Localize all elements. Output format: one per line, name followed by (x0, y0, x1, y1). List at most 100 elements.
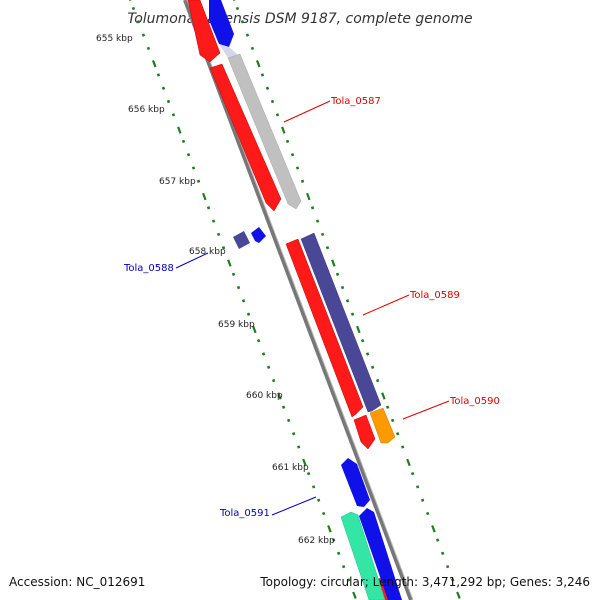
callout-line-tola-0589 (362, 294, 410, 316)
gene-feature-tola-0591[interactable] (341, 458, 370, 507)
inner-tick-mark (341, 564, 346, 569)
gene-label-tola-0590[interactable]: Tola_0590 (449, 396, 500, 407)
gene-feature-tola-0588-a[interactable] (233, 231, 250, 249)
inner-tick-mark (236, 285, 241, 290)
outer-tick-mark (431, 525, 436, 533)
inner-tick-mark (296, 445, 301, 449)
outer-tick-mark (275, 113, 280, 117)
outer-tick-mark (420, 498, 425, 502)
outer-tick-mark (395, 432, 400, 436)
inner-tick-mark (177, 126, 182, 134)
gene-feature-tola-0588-b[interactable] (251, 227, 266, 243)
inner-tick-mark (321, 511, 326, 516)
inner-tick-mark (246, 312, 251, 316)
outer-tick-mark (240, 20, 245, 24)
outer-tick-mark (415, 485, 420, 489)
cds-feature-top[interactable] (187, 0, 221, 63)
inner-tick-mark (151, 60, 157, 68)
gene-feature-tola-0587[interactable] (227, 53, 302, 210)
inner-tick-mark (166, 99, 171, 104)
outer-tick-mark (390, 418, 395, 423)
outer-tick-mark (300, 179, 305, 183)
inner-tick-mark (129, 0, 132, 1)
feature-lanes (187, 0, 402, 600)
outer-tick-mark (400, 445, 405, 449)
tick-label-657: 657 kbp (159, 177, 196, 187)
gene-label-tola-0591[interactable]: Tola_0591 (219, 508, 270, 519)
outer-tick-mark (295, 166, 300, 170)
callout-line-tola-0591 (271, 496, 317, 516)
callout-line-tola-0587 (283, 100, 331, 123)
inner-tick-mark (271, 378, 276, 383)
tick-label-658: 658 kbp (189, 247, 226, 257)
outer-tick-mark (281, 126, 286, 134)
inner-tick-mark (256, 338, 261, 343)
inner-tick-mark (311, 485, 316, 489)
inner-tick-mark (302, 458, 307, 467)
inner-tick-mark (261, 352, 266, 356)
inner-tick-mark (131, 6, 136, 11)
outer-tick-mark (365, 352, 370, 356)
outer-tick-mark (290, 153, 295, 157)
inner-tick-mark (206, 206, 211, 210)
inner-tick-mark (221, 246, 226, 250)
inner-tick-mark (202, 192, 207, 201)
outer-tick-track (233, 0, 461, 599)
inner-tick-mark (227, 259, 232, 267)
outer-tick-mark (375, 378, 380, 383)
inner-tick-mark (181, 139, 186, 144)
inner-tick-mark (231, 272, 236, 276)
inner-tick-mark (191, 166, 196, 170)
tick-label-656: 656 kbp (128, 105, 165, 115)
inner-tick-mark (171, 113, 176, 117)
outer-tick-mark (315, 219, 320, 223)
gene-label-tola-0587[interactable]: Tola_0587 (330, 96, 381, 107)
outer-tick-mark (356, 325, 361, 334)
gene-feature-top-blue[interactable] (209, 0, 234, 47)
outer-tick-mark (245, 33, 250, 37)
outer-tick-mark (250, 46, 255, 51)
inner-tick-mark (186, 153, 191, 157)
inner-tick-mark (347, 578, 351, 582)
inner-tick-mark (281, 405, 286, 409)
inner-tick-mark (196, 179, 201, 183)
tick-label-661: 661 kbp (272, 463, 309, 473)
outer-tick-mark (425, 511, 430, 516)
inner-tick-track (129, 0, 357, 599)
inner-tick-mark (336, 551, 341, 556)
outer-tick-mark (350, 312, 355, 316)
gene-feature-top-blue-fade[interactable] (219, 44, 238, 58)
outer-tick-mark (370, 365, 375, 369)
inner-tick-mark (291, 432, 296, 436)
genome-summary-text: Topology: circular; Length: 3,471,292 bp… (259, 575, 590, 589)
inner-tick-mark (211, 219, 216, 223)
outer-tick-mark (320, 232, 325, 237)
outer-tick-mark (265, 86, 270, 90)
outer-tick-mark (233, 0, 236, 1)
cds-feature-tola-0589[interactable] (285, 238, 364, 418)
outer-tick-mark (310, 206, 315, 210)
outer-tick-mark (345, 299, 350, 303)
cds-feature-tola-0587[interactable] (209, 63, 282, 212)
inner-tick-mark (277, 392, 282, 400)
accession-text: Accession: NC_012691 (9, 575, 145, 589)
outer-tick-mark (381, 392, 386, 400)
inner-tick-mark (156, 73, 161, 77)
outer-tick-mark (456, 591, 461, 599)
inner-tick-mark (331, 538, 336, 542)
gene-feature-tola-0590[interactable] (369, 407, 396, 444)
gene-feature-tola-0589[interactable] (300, 232, 382, 413)
outer-tick-mark (385, 405, 390, 409)
genome-title: Tolumonas auensis DSM 9187, complete gen… (127, 11, 472, 27)
gene-feature-bottom-blue[interactable] (359, 508, 402, 600)
inner-tick-mark (306, 471, 311, 476)
tick-label-655: 655 kbp (96, 34, 133, 44)
gene-label-tola-0589[interactable]: Tola_0589 (409, 290, 460, 301)
gene-label-tola-0588[interactable]: Tola_0588 (123, 263, 174, 274)
cds-feature-tola-0590[interactable] (353, 414, 376, 450)
gene-feature-teal[interactable] (340, 511, 386, 600)
inner-tick-mark (146, 46, 151, 51)
outer-tick-mark (360, 338, 365, 343)
